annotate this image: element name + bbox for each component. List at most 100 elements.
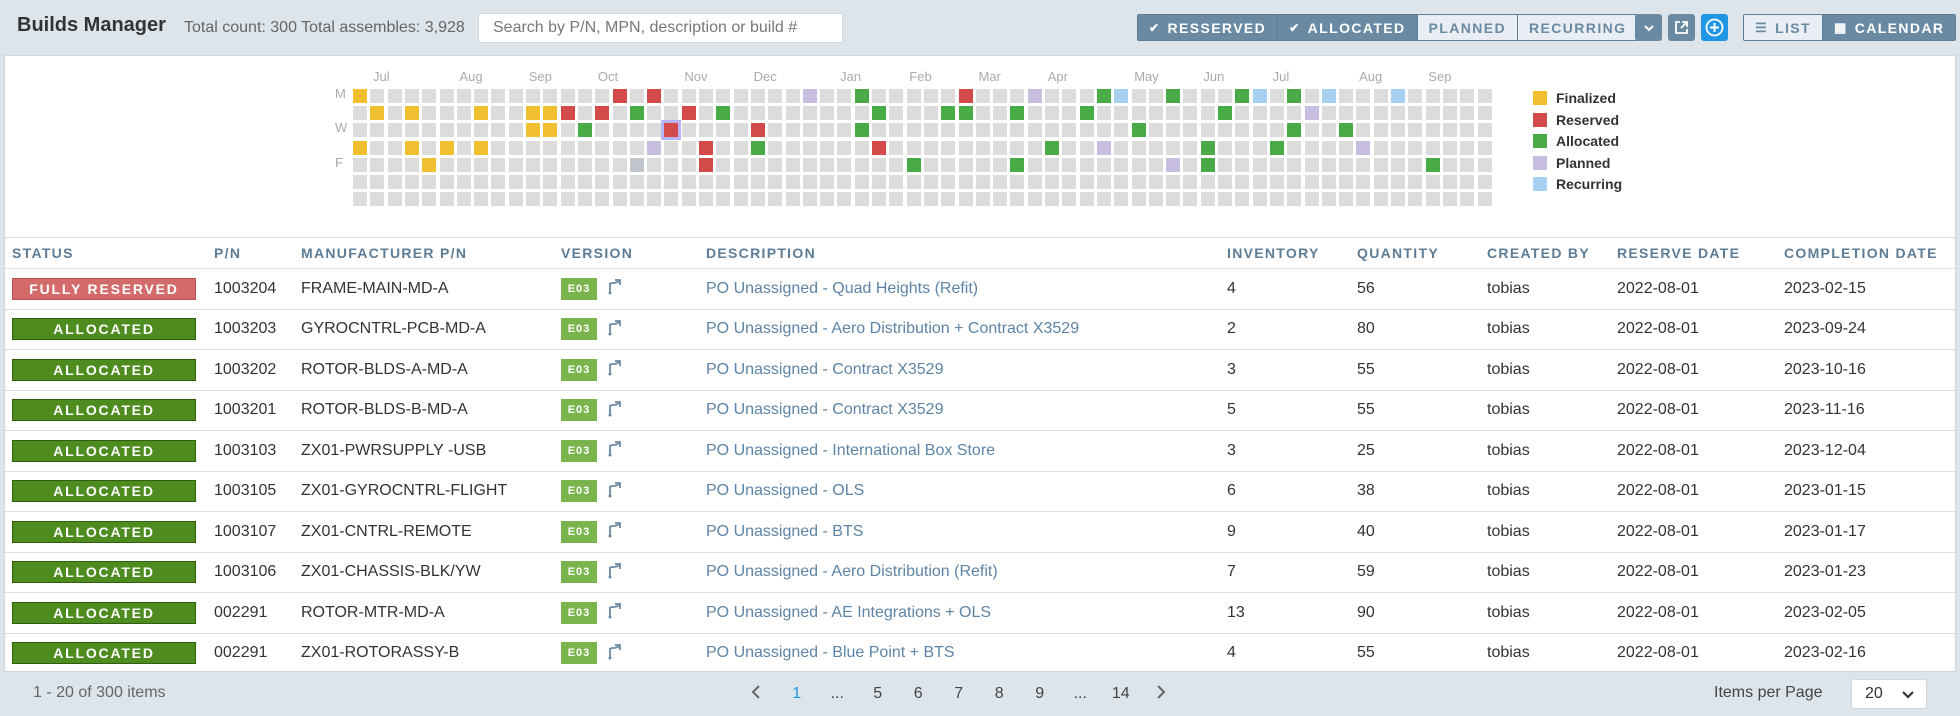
calendar-day[interactable]	[1391, 140, 1405, 155]
calendar-day[interactable]	[1356, 140, 1371, 155]
calendar-day[interactable]	[1062, 157, 1077, 172]
calendar-day[interactable]	[439, 140, 454, 155]
calendar-day[interactable]	[1442, 123, 1457, 138]
calendar-day[interactable]	[1269, 140, 1284, 155]
calendar-day[interactable]	[647, 192, 662, 207]
calendar-day[interactable]	[1218, 123, 1232, 138]
calendar-day[interactable]	[975, 140, 990, 155]
calendar-day[interactable]	[1148, 157, 1163, 172]
calendar-day[interactable]	[1148, 89, 1163, 103]
calendar-day[interactable]	[837, 192, 852, 207]
calendar-day[interactable]	[387, 175, 402, 189]
calendar-day[interactable]	[1391, 157, 1405, 172]
calendar-day[interactable]	[543, 140, 558, 155]
calendar-day[interactable]	[1321, 192, 1336, 207]
calendar-day[interactable]	[1218, 89, 1232, 103]
calendar-day[interactable]	[387, 106, 402, 121]
calendar-day[interactable]	[1045, 123, 1059, 138]
branch-icon[interactable]	[606, 601, 624, 624]
calendar-day[interactable]	[872, 192, 886, 207]
calendar-day[interactable]	[1425, 157, 1440, 172]
calendar-day[interactable]	[439, 192, 454, 207]
calendar-day[interactable]	[1114, 175, 1129, 189]
calendar-day[interactable]	[1027, 123, 1042, 138]
calendar-day[interactable]	[422, 123, 437, 138]
calendar-day[interactable]	[820, 175, 835, 189]
calendar-day[interactable]	[1010, 106, 1025, 121]
calendar-day[interactable]	[1131, 140, 1146, 155]
calendar-day[interactable]	[785, 192, 800, 207]
calendar-day[interactable]	[353, 123, 367, 138]
add-build-button[interactable]	[1701, 14, 1728, 41]
calendar-day[interactable]	[923, 175, 938, 189]
calendar-day[interactable]	[1062, 123, 1077, 138]
description-link[interactable]: PO Unassigned - Aero Distribution (Refit…	[706, 563, 998, 581]
calendar-day[interactable]	[837, 175, 852, 189]
calendar-day[interactable]	[1114, 140, 1129, 155]
calendar-day[interactable]	[387, 89, 402, 103]
calendar-day[interactable]	[1235, 157, 1250, 172]
calendar-day[interactable]	[508, 192, 523, 207]
calendar-day[interactable]	[958, 140, 973, 155]
calendar-day[interactable]	[1339, 175, 1354, 189]
description-link[interactable]: PO Unassigned - Quad Heights (Refit)	[706, 279, 979, 297]
calendar-day[interactable]	[1010, 157, 1025, 172]
calendar-day[interactable]	[1079, 89, 1094, 103]
calendar-day[interactable]	[716, 89, 731, 103]
calendar-day[interactable]	[889, 106, 904, 121]
calendar-day[interactable]	[958, 106, 973, 121]
calendar-day[interactable]	[1356, 192, 1371, 207]
calendar-day[interactable]	[1391, 89, 1405, 103]
calendar-day[interactable]	[474, 123, 489, 138]
table-row[interactable]: FULLY RESERVED 1003204 FRAME-MAIN-MD-A E03 P…	[5, 268, 1955, 310]
calendar-day[interactable]	[785, 140, 800, 155]
calendar-day[interactable]	[1200, 123, 1215, 138]
calendar-day[interactable]	[1356, 157, 1371, 172]
calendar-day[interactable]	[1218, 140, 1232, 155]
calendar-day[interactable]	[439, 89, 454, 103]
calendar-day[interactable]	[1339, 106, 1354, 121]
calendar-day[interactable]	[941, 123, 956, 138]
calendar-day[interactable]	[353, 140, 367, 155]
calendar-day[interactable]	[993, 157, 1008, 172]
calendar-day[interactable]	[699, 140, 713, 155]
calendar-day[interactable]	[1373, 89, 1388, 103]
calendar-day[interactable]	[1079, 106, 1094, 121]
branch-icon[interactable]	[606, 561, 624, 584]
calendar-day[interactable]	[543, 157, 558, 172]
calendar-day[interactable]	[387, 123, 402, 138]
calendar-day[interactable]	[1079, 175, 1094, 189]
calendar-day[interactable]	[1148, 175, 1163, 189]
calendar-day[interactable]	[474, 192, 489, 207]
calendar-day[interactable]	[474, 140, 489, 155]
calendar-day[interactable]	[733, 140, 748, 155]
calendar-day[interactable]	[629, 123, 644, 138]
page-1[interactable]: 1	[792, 685, 802, 702]
column-header[interactable]: INVENTORY	[1220, 237, 1350, 269]
calendar-day[interactable]	[1321, 89, 1336, 103]
calendar-day[interactable]	[1218, 175, 1232, 189]
calendar-day[interactable]	[1287, 123, 1302, 138]
calendar-day[interactable]	[906, 192, 921, 207]
calendar-day[interactable]	[802, 192, 817, 207]
branch-icon[interactable]	[606, 642, 624, 665]
calendar-day[interactable]	[526, 192, 540, 207]
calendar-day[interactable]	[733, 192, 748, 207]
calendar-day[interactable]	[456, 106, 471, 121]
calendar-day[interactable]	[664, 192, 679, 207]
calendar-day[interactable]	[456, 89, 471, 103]
calendar-day[interactable]	[1235, 140, 1250, 155]
calendar-day[interactable]	[647, 175, 662, 189]
calendar-day[interactable]	[733, 123, 748, 138]
calendar-day[interactable]	[474, 157, 489, 172]
calendar-day[interactable]	[1408, 175, 1423, 189]
calendar-day[interactable]	[958, 123, 973, 138]
calendar-day[interactable]	[854, 157, 869, 172]
calendar-day[interactable]	[1408, 123, 1423, 138]
filter-resserved[interactable]: ✔ RESSERVED	[1138, 15, 1279, 40]
calendar-day[interactable]	[1373, 157, 1388, 172]
calendar-day[interactable]	[370, 89, 385, 103]
table-row[interactable]: ALLOCATED 1003202 ROTOR-BLDS-A-MD-A E03 PO U…	[5, 349, 1955, 391]
description-link[interactable]: PO Unassigned - BTS	[706, 522, 864, 540]
column-header[interactable]: P/N	[207, 237, 294, 269]
